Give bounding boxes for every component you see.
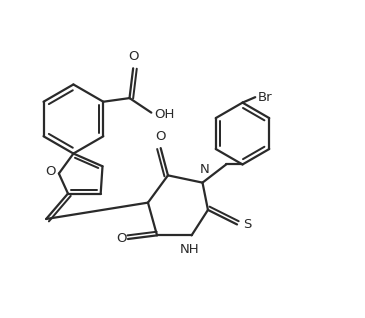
Text: O: O [116, 232, 127, 245]
Text: O: O [46, 165, 56, 178]
Text: S: S [243, 218, 252, 231]
Text: O: O [155, 130, 166, 143]
Text: NH: NH [180, 243, 200, 256]
Text: N: N [199, 163, 209, 176]
Text: Br: Br [258, 91, 273, 104]
Text: O: O [128, 50, 138, 63]
Text: OH: OH [154, 108, 174, 121]
